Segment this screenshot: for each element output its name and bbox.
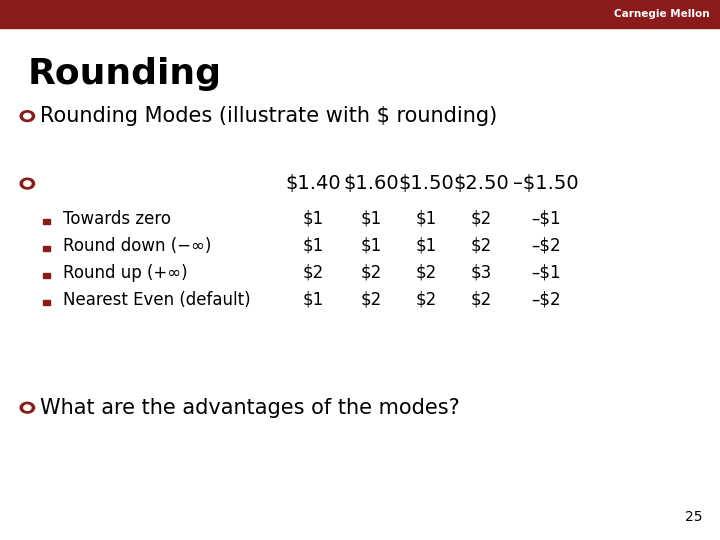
Text: $1.60: $1.60	[343, 174, 399, 193]
Text: $1: $1	[415, 210, 437, 228]
Text: $2: $2	[415, 291, 437, 309]
Text: –$1: –$1	[531, 210, 561, 228]
Text: Round up (+∞): Round up (+∞)	[63, 264, 188, 282]
Text: $1: $1	[360, 210, 382, 228]
Text: $1.50: $1.50	[398, 174, 454, 193]
Text: $1: $1	[302, 291, 324, 309]
Text: $2: $2	[360, 291, 382, 309]
Text: Carnegie Mellon: Carnegie Mellon	[613, 9, 709, 19]
Text: $2: $2	[470, 210, 492, 228]
Text: Towards zero: Towards zero	[63, 210, 171, 228]
Text: Round down (−∞): Round down (−∞)	[63, 237, 212, 255]
Text: $2: $2	[415, 264, 437, 282]
Text: $2: $2	[470, 291, 492, 309]
Text: Rounding: Rounding	[27, 57, 221, 91]
Text: –$1: –$1	[531, 264, 561, 282]
Text: $2.50: $2.50	[453, 174, 509, 193]
Text: $3: $3	[470, 264, 492, 282]
Text: $1: $1	[360, 237, 382, 255]
Text: –$2: –$2	[531, 291, 561, 309]
Text: $1: $1	[302, 237, 324, 255]
Text: –$2: –$2	[531, 237, 561, 255]
Text: –$1.50: –$1.50	[513, 174, 579, 193]
Text: $1: $1	[415, 237, 437, 255]
Text: $2: $2	[470, 237, 492, 255]
Text: Rounding Modes (illustrate with $ rounding): Rounding Modes (illustrate with $ roundi…	[40, 106, 498, 126]
Text: What are the advantages of the modes?: What are the advantages of the modes?	[40, 397, 460, 418]
Text: $1: $1	[302, 210, 324, 228]
Text: 25: 25	[685, 510, 702, 524]
Text: Nearest Even (default): Nearest Even (default)	[63, 291, 251, 309]
Text: $2: $2	[360, 264, 382, 282]
Text: $1.40: $1.40	[285, 174, 341, 193]
Text: $2: $2	[302, 264, 324, 282]
